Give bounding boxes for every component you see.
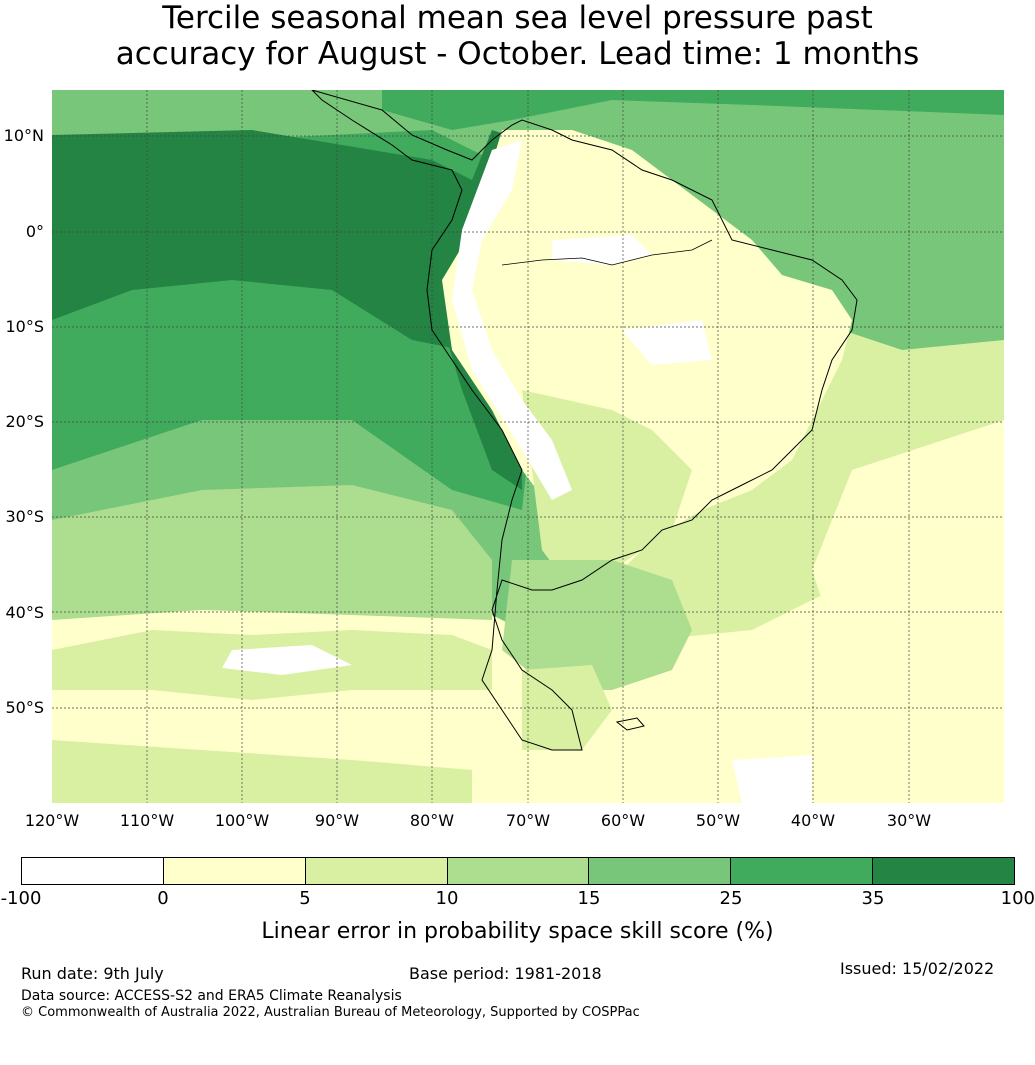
colorbar-segment [731, 858, 874, 884]
lat-label-50s: 50°S [5, 698, 44, 717]
coastal-white-strip [452, 140, 572, 500]
colorbar-segment [22, 858, 164, 884]
colorbar-tick: 15 [577, 888, 601, 909]
lon-label-110w: 110°W [119, 811, 175, 830]
colorbar-tick: 100 [1000, 888, 1035, 909]
lat-label-20s: 20°S [5, 412, 44, 431]
base-period: Base period: 1981-2018 [409, 964, 602, 983]
lon-label-60w: 60°W [600, 811, 646, 830]
colorbar-tick: -100 [0, 888, 42, 909]
patagonia-pale-region [522, 665, 612, 750]
amazon-river [501, 239, 713, 266]
colorbar-tick: 35 [861, 888, 885, 909]
colorbar-segment [163, 858, 306, 884]
colorbar-tick: 0 [157, 888, 169, 909]
lon-label-90w: 90°W [314, 811, 360, 830]
map-title-line-2: accuracy for August - October. Lead time… [115, 36, 920, 72]
lon-label-120w: 120°W [24, 811, 80, 830]
colorbar-tick: 5 [299, 888, 311, 909]
lon-label-70w: 70°W [505, 811, 551, 830]
colorbar-tick: 10 [435, 888, 459, 909]
lon-label-80w: 80°W [409, 811, 455, 830]
lon-label-30w: 30°W [886, 811, 932, 830]
caribbean-high-skill-region [382, 90, 1004, 130]
pacific-very-high-skill-region [52, 130, 522, 350]
colorbar-tick: 25 [719, 888, 743, 909]
lon-label-100w: 100°W [214, 811, 270, 830]
lon-label-40w: 40°W [790, 811, 836, 830]
amazon-white-patch [552, 235, 652, 265]
south-america-coastline [311, 90, 858, 751]
colorbar-segment [305, 858, 448, 884]
lat-label-10s: 10°S [5, 317, 44, 336]
lat-label-40s: 40°S [5, 603, 44, 622]
lat-label-0: 0° [25, 222, 44, 241]
skill-score-map [52, 90, 1004, 803]
map-canvas [52, 90, 1004, 803]
map-title: Tercile seasonal mean sea level pressure… [0, 0, 1035, 72]
andes-mid-region [522, 390, 692, 590]
southern-white-patch-2 [732, 755, 812, 803]
colorbar-segment [447, 858, 590, 884]
patagonia-region [502, 560, 692, 690]
southern-white-patch [222, 645, 352, 675]
run-date: Run date: 9th July [21, 964, 164, 983]
lon-label-50w: 50°W [695, 811, 741, 830]
brazil-white-patch [622, 320, 712, 365]
colorbar-segment [873, 858, 1015, 884]
colorbar [21, 857, 1015, 885]
colorbar-label: Linear error in probability space skill … [261, 919, 774, 944]
colorbar-segment [589, 858, 732, 884]
issued-date: Issued: 15/02/2022 [840, 959, 995, 978]
southern-pale-band-region-2 [52, 740, 472, 803]
pacific-mid-band-region [52, 485, 492, 620]
data-source: Data source: ACCESS-S2 and ERA5 Climate … [21, 988, 402, 1004]
atlantic-low-skill-region [812, 420, 1004, 630]
lat-label-30s: 30°S [5, 507, 44, 526]
copyright: © Commonwealth of Australia 2022, Austra… [21, 1005, 640, 1020]
map-title-line-1: Tercile seasonal mean sea level pressure… [162, 0, 873, 36]
lat-label-10n: 10°N [3, 126, 44, 145]
graticule [52, 90, 1004, 803]
falkland-islands [615, 717, 645, 731]
